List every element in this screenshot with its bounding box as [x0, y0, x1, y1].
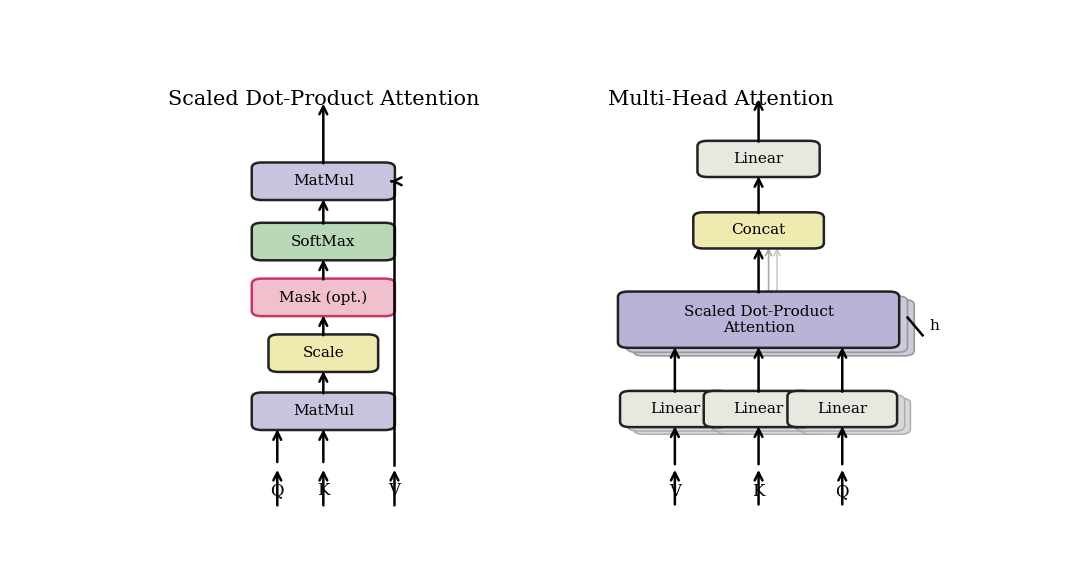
Text: MatMul: MatMul: [293, 174, 354, 188]
FancyBboxPatch shape: [252, 162, 395, 200]
Text: Q: Q: [836, 483, 849, 500]
FancyBboxPatch shape: [795, 395, 905, 431]
Text: Concat: Concat: [731, 223, 785, 237]
FancyBboxPatch shape: [269, 335, 378, 372]
FancyBboxPatch shape: [704, 391, 813, 427]
FancyBboxPatch shape: [712, 395, 821, 431]
Text: h: h: [929, 320, 940, 334]
FancyBboxPatch shape: [252, 278, 395, 316]
FancyBboxPatch shape: [634, 398, 743, 434]
FancyBboxPatch shape: [252, 223, 395, 260]
FancyBboxPatch shape: [717, 398, 827, 434]
FancyBboxPatch shape: [633, 300, 915, 356]
FancyBboxPatch shape: [627, 395, 738, 431]
FancyBboxPatch shape: [787, 391, 897, 427]
Text: K: K: [753, 483, 765, 500]
Text: MatMul: MatMul: [293, 404, 354, 418]
Text: Multi-Head Attention: Multi-Head Attention: [608, 90, 834, 108]
FancyBboxPatch shape: [626, 296, 907, 352]
FancyBboxPatch shape: [693, 212, 824, 248]
FancyBboxPatch shape: [618, 292, 900, 348]
Text: Scaled Dot-Product Attention: Scaled Dot-Product Attention: [168, 90, 480, 108]
Text: Linear: Linear: [818, 402, 867, 416]
FancyBboxPatch shape: [801, 398, 910, 434]
Text: V: V: [389, 482, 401, 499]
Text: Linear: Linear: [733, 402, 784, 416]
FancyBboxPatch shape: [620, 391, 730, 427]
Text: Q: Q: [271, 482, 284, 499]
Text: Scale: Scale: [302, 346, 345, 360]
Text: K: K: [318, 482, 329, 499]
FancyBboxPatch shape: [252, 393, 395, 430]
Text: Linear: Linear: [650, 402, 700, 416]
FancyBboxPatch shape: [698, 141, 820, 177]
Text: Linear: Linear: [733, 152, 784, 166]
Text: V: V: [669, 483, 680, 500]
Text: SoftMax: SoftMax: [292, 234, 355, 249]
Text: Scaled Dot-Product
Attention: Scaled Dot-Product Attention: [684, 304, 834, 335]
Text: Mask (opt.): Mask (opt.): [280, 290, 367, 304]
